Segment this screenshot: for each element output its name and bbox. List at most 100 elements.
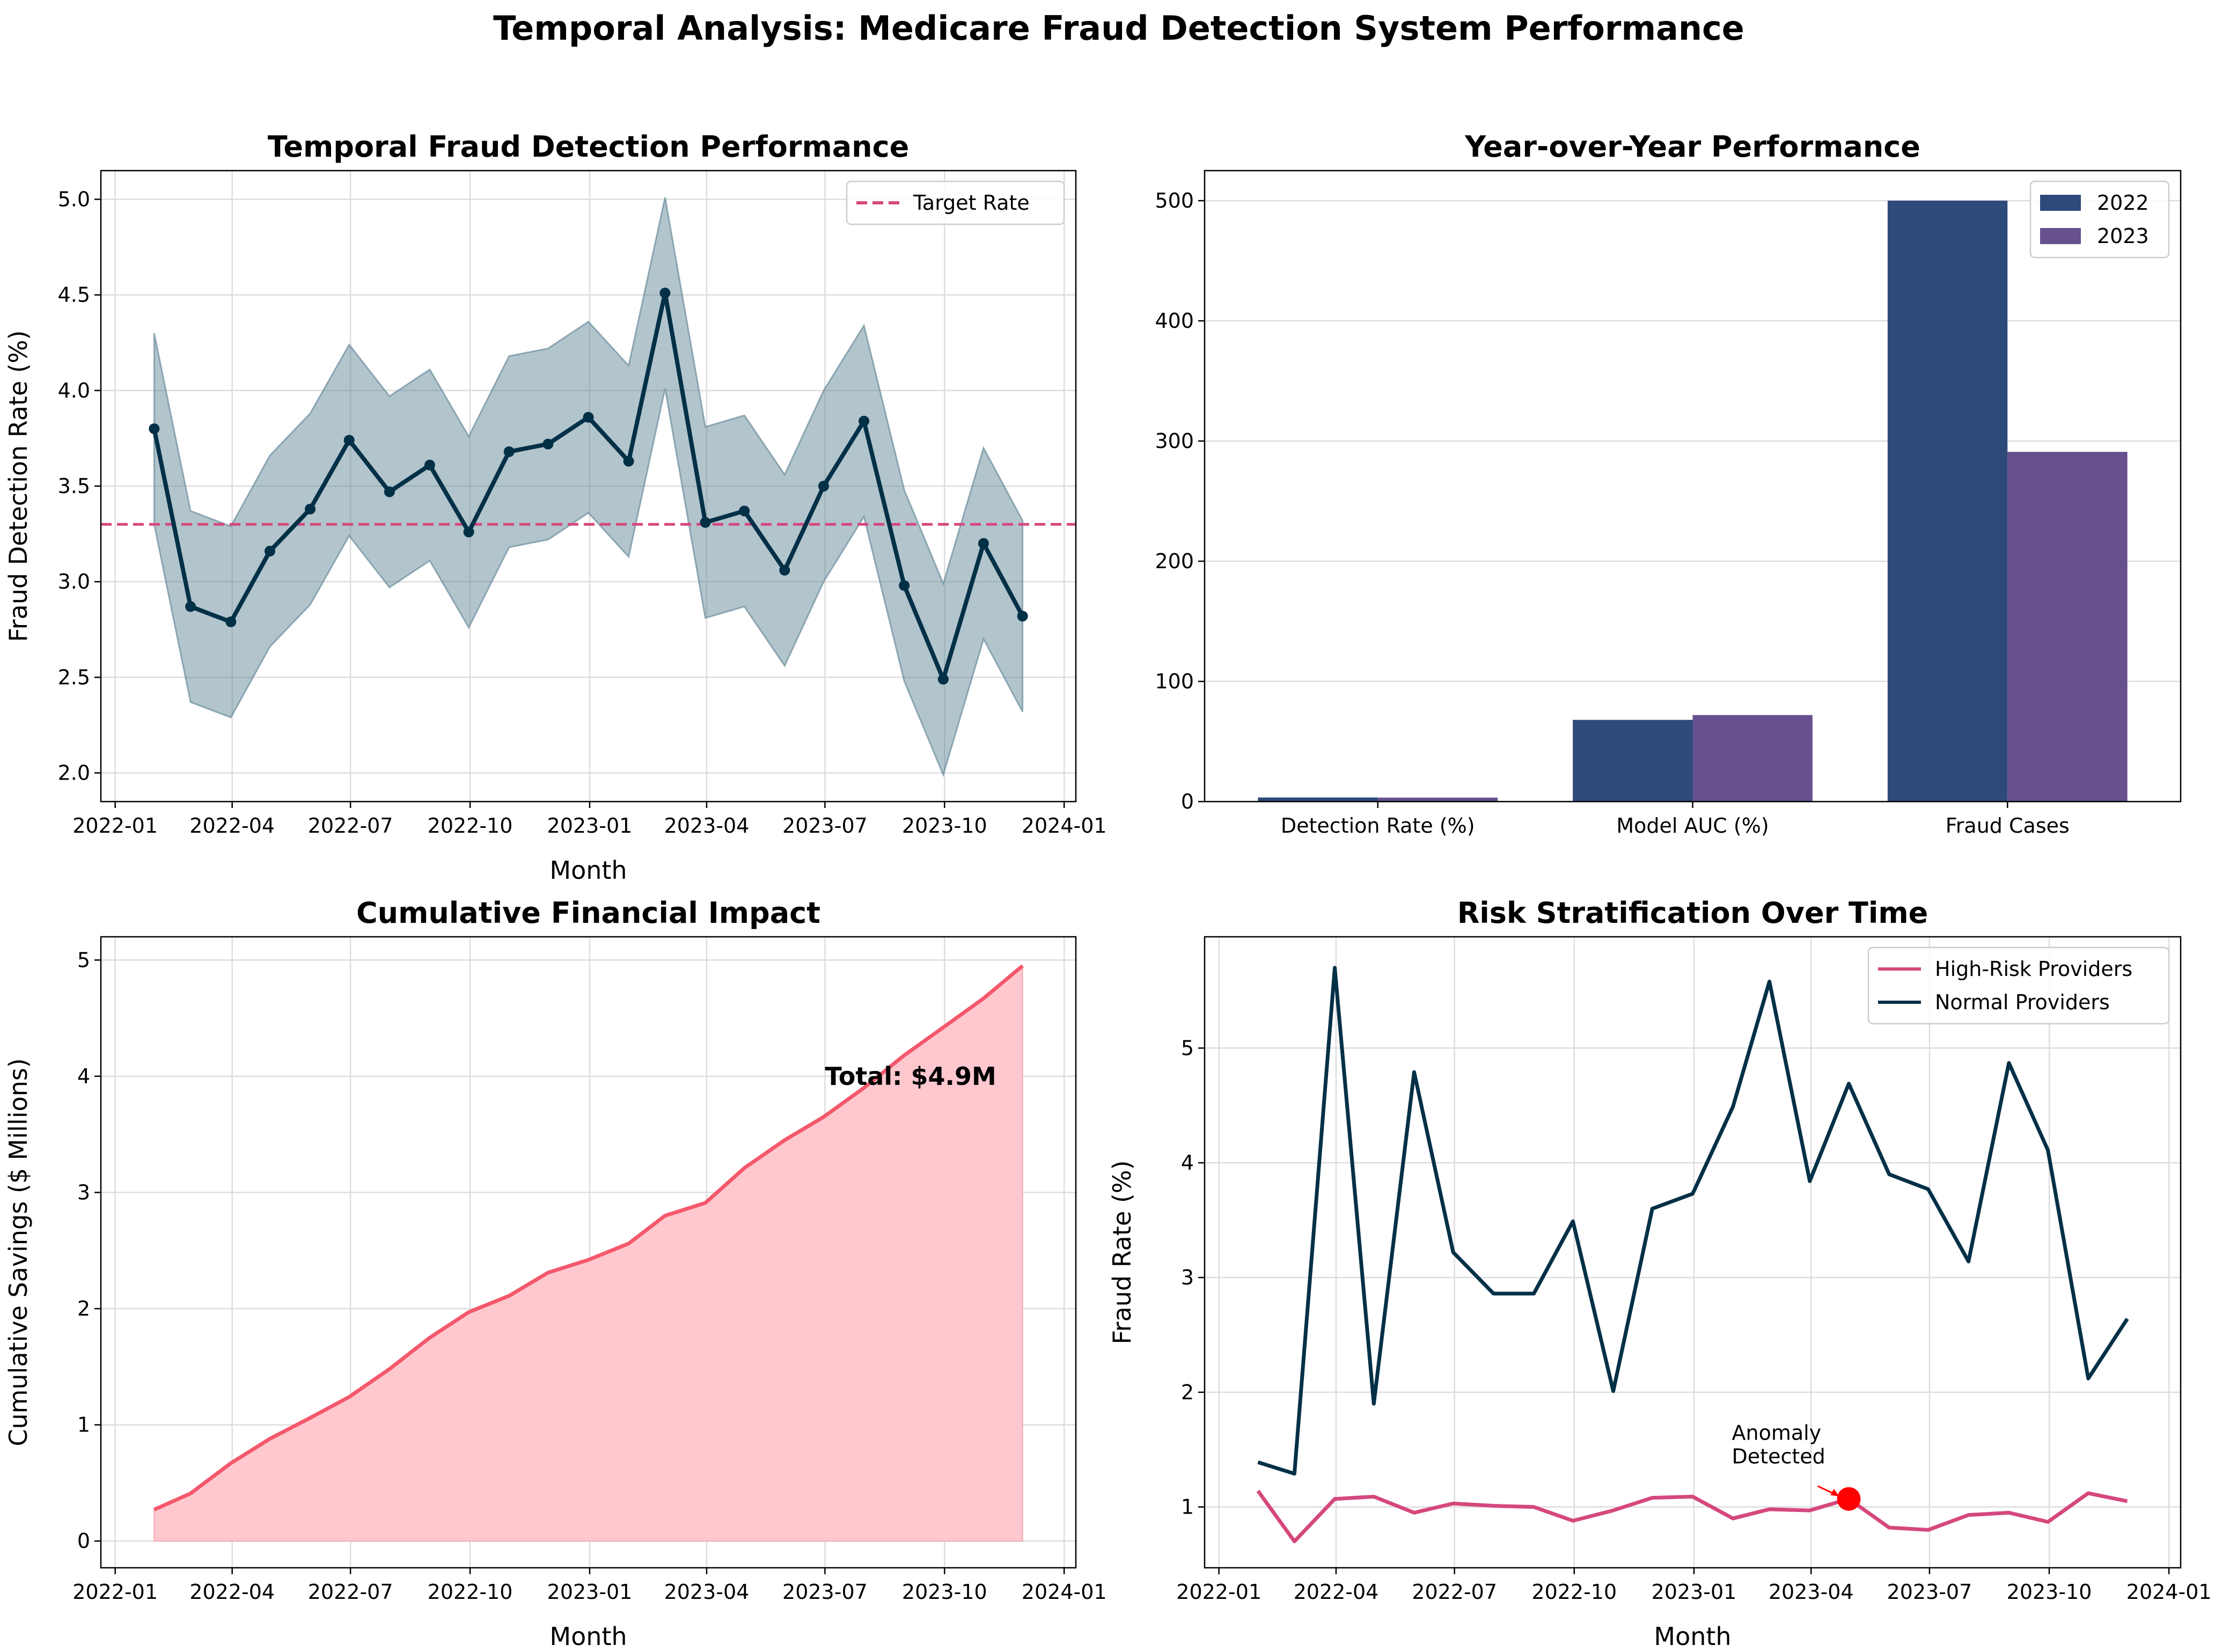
bar-2023: [1692, 715, 1813, 802]
x-tick-label: Detection Rate (%): [1281, 814, 1475, 838]
x-tick-label: 2023-04: [664, 814, 750, 838]
series-line-1: [1257, 966, 2129, 1476]
x-tick-label: 2022-04: [189, 1580, 275, 1604]
y-tick-label: 500: [1155, 189, 1194, 212]
y-tick-label: 2: [1181, 1381, 1194, 1404]
x-tick-label: 2022-04: [1294, 1580, 1379, 1604]
axes-frame: [100, 170, 1077, 803]
y-tick-label: 200: [1155, 549, 1194, 573]
x-tick-label: 2024-01: [1022, 814, 1107, 838]
x-tick-label: 2023-01: [547, 1580, 633, 1604]
x-tick-label: 2023-04: [664, 1580, 750, 1604]
legend-entry: Normal Providers: [1935, 990, 2110, 1014]
y-tick-label: 3: [77, 1180, 90, 1204]
panel-title: Temporal Fraud Detection Performance: [268, 130, 910, 164]
y-tick-label: 2.5: [58, 665, 90, 689]
x-tick-label: 2023-04: [1769, 1580, 1854, 1604]
legend-box: [1867, 946, 2170, 1025]
x-tick-label: 2022-07: [308, 814, 393, 838]
x-tick-label: Fraud Cases: [1946, 814, 2070, 838]
data-point: [149, 423, 160, 435]
legend-swatch: [2040, 228, 2081, 244]
y-tick-label: 1: [77, 1413, 90, 1437]
data-point: [818, 481, 830, 491]
legend-swatch: [2040, 195, 2081, 211]
bar-2022: [1258, 797, 1378, 802]
panel-title: Year-over-Year Performance: [1464, 130, 1920, 164]
legend: High-Risk Providers Normal Providers: [1867, 946, 2170, 1025]
legend: 2022 2023: [2029, 180, 2170, 259]
axes-frame: [1204, 936, 2182, 1569]
data-point: [583, 412, 594, 423]
y-tick-label: 4: [77, 1064, 90, 1088]
legend-entry: Target Rate: [913, 191, 1030, 215]
bar-2022: [1573, 719, 1693, 802]
y-tick-label: 0: [77, 1529, 90, 1553]
y-axis-label: Cumulative Savings ($ Millions): [4, 1058, 33, 1446]
panel-title: Cumulative Financial Impact: [356, 896, 820, 930]
data-point: [1017, 611, 1028, 622]
bar-2023: [1377, 797, 1498, 802]
x-tick-label: 2022-10: [1531, 1580, 1617, 1604]
data-point: [424, 459, 435, 471]
y-axis-label: Fraud Rate (%): [1108, 1161, 1136, 1345]
y-tick-label: 4.0: [58, 379, 90, 402]
series-line-0: [1256, 1489, 2128, 1544]
y-tick-label: 0: [1181, 790, 1194, 813]
y-tick-label: 1: [1181, 1495, 1194, 1519]
anomaly-marker: [1837, 1487, 1861, 1511]
data-point: [503, 446, 515, 457]
y-tick-label: 5: [77, 948, 90, 972]
data-point: [899, 580, 910, 591]
x-axis-label: Month: [549, 1622, 627, 1650]
x-tick-label: 2023-10: [2007, 1580, 2092, 1604]
x-tick-label: 2022-10: [428, 814, 513, 838]
x-tick-label: 2023-10: [902, 1580, 987, 1604]
anomaly-label-line2: Detected: [1732, 1445, 1825, 1469]
x-tick-label: 2023-01: [547, 814, 633, 838]
y-tick-label: 2: [77, 1297, 90, 1320]
data-point: [779, 564, 790, 576]
data-point: [700, 517, 711, 528]
x-tick-label: 2022-01: [1176, 1580, 1261, 1604]
data-point: [978, 538, 989, 549]
data-point: [305, 503, 316, 515]
x-tick-label: 2023-10: [902, 814, 987, 838]
y-tick-label: 4.5: [58, 283, 90, 307]
savings-line: [153, 964, 1024, 1511]
y-tick-label: 300: [1155, 429, 1194, 453]
y-tick-label: 4: [1181, 1151, 1194, 1174]
y-tick-label: 3: [1181, 1266, 1194, 1289]
figure-title: Temporal Analysis: Medicare Fraud Detect…: [493, 9, 1744, 48]
y-tick-label: 3.5: [58, 474, 90, 498]
data-point: [384, 486, 395, 497]
x-tick-label: 2022-01: [72, 1580, 158, 1604]
x-tick-label: 2023-07: [782, 1580, 868, 1604]
y-tick-label: 2.0: [58, 761, 90, 785]
x-tick-label: 2022-07: [308, 1580, 393, 1604]
x-tick-label: 2024-01: [1022, 1580, 1107, 1604]
confidence-band: [153, 197, 1024, 777]
axes-frame: [100, 936, 1077, 1569]
x-axis-label: Month: [549, 856, 627, 885]
x-tick-label: 2022-04: [189, 814, 275, 838]
total-annotation: Total: $4.9M: [825, 1062, 996, 1091]
data-point: [623, 456, 634, 467]
data-point: [185, 601, 196, 612]
y-tick-label: 3.0: [58, 570, 90, 593]
data-point: [739, 505, 750, 517]
axes-frame: [1204, 170, 2182, 803]
legend-entry: 2023: [2097, 224, 2149, 248]
x-axis-label: Month: [1654, 1622, 1731, 1650]
anomaly-arrowhead: [1830, 1488, 1839, 1496]
legend-box: [846, 180, 1065, 225]
data-point: [659, 288, 671, 299]
y-tick-label: 400: [1155, 309, 1194, 333]
legend-entry: 2022: [2097, 191, 2149, 215]
anomaly-label-line1: Anomaly: [1732, 1421, 1822, 1445]
x-tick-label: 2022-07: [1412, 1580, 1497, 1604]
legend-entry: High-Risk Providers: [1935, 957, 2132, 981]
legend: Target Rate: [846, 180, 1065, 225]
y-tick-label: 5.0: [58, 187, 90, 211]
